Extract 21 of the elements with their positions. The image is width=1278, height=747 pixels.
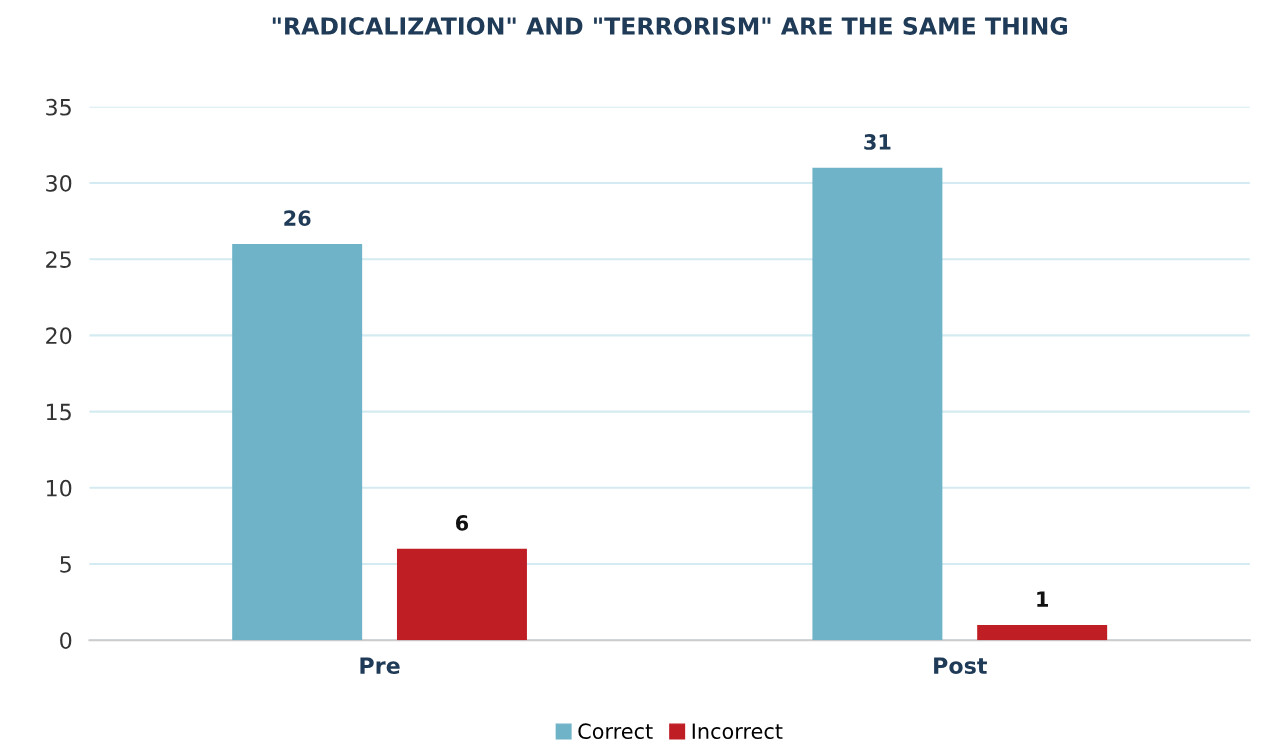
- y-tick-label: 10: [46, 479, 72, 497]
- x-tick-label: Pre: [360, 657, 400, 675]
- bar: [977, 624, 1108, 641]
- y-tick-label: 35: [46, 98, 71, 116]
- x-tick-label: Post: [934, 657, 987, 675]
- data-label: 1: [1037, 591, 1048, 607]
- chart-title: "RADICALIZATION" AND "TERRORISM" ARE THE SAME THING: [272, 17, 1067, 35]
- data-label: 31: [864, 134, 891, 150]
- bar: [396, 548, 527, 641]
- data-label: 6: [456, 515, 469, 531]
- y-tick-label: 30: [46, 174, 72, 192]
- y-tick-label: 20: [46, 327, 72, 345]
- legend-label: Incorrect: [692, 723, 783, 740]
- bar: [232, 243, 363, 641]
- y-tick-label: 0: [60, 632, 72, 649]
- y-tick-label: 5: [60, 556, 71, 573]
- legend-label: Correct: [578, 723, 653, 740]
- data-label: 26: [284, 210, 311, 227]
- y-tick-label: 15: [46, 403, 71, 421]
- y-tick-label: 25: [46, 251, 71, 268]
- bar: [812, 167, 943, 641]
